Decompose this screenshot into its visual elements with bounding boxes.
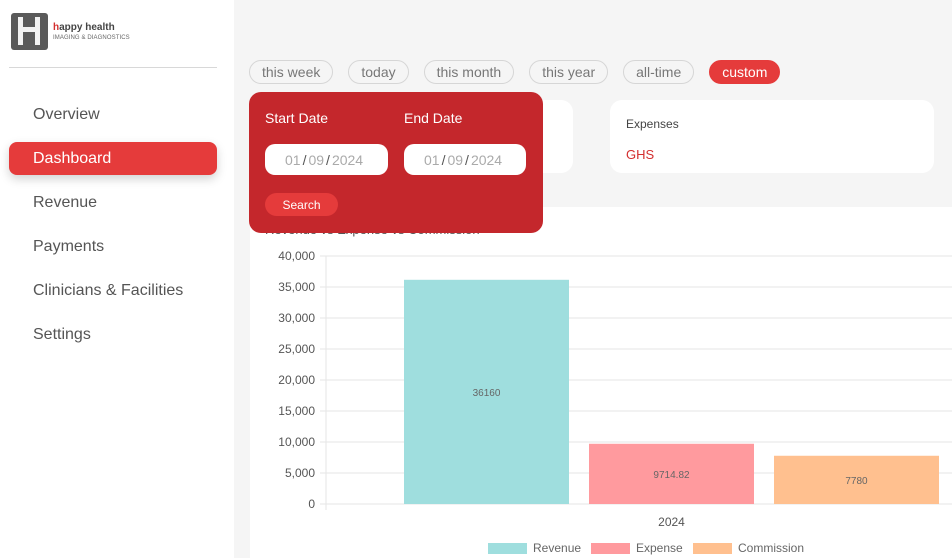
logo-mark-icon [11, 13, 48, 50]
y-tick-label: 35,000 [278, 280, 315, 294]
bar-commission [774, 455, 939, 504]
period-filter-bar: this week today this month this year all… [249, 60, 795, 84]
nav-item-dashboard[interactable]: Dashboard [9, 142, 217, 175]
nav-item-overview[interactable]: Overview [33, 105, 100, 123]
y-tick-label: 40,000 [278, 249, 315, 263]
filter-all-time[interactable]: all-time [623, 60, 695, 84]
y-tick-label: 5,000 [285, 466, 315, 480]
y-tick-label: 15,000 [278, 404, 315, 418]
custom-date-panel: Start Date End Date 01/09/2024 01/09/202… [249, 92, 543, 233]
y-tick-label: 30,000 [278, 311, 315, 325]
legend-label: Expense [636, 541, 683, 555]
legend-swatch [591, 543, 630, 554]
expenses-value: GHS [626, 147, 655, 162]
data-label-revenue: 36160 [473, 388, 501, 399]
legend-item-revenue: Revenue [488, 541, 581, 555]
y-tick-label: 25,000 [278, 342, 315, 356]
data-label-expense: 9714.82 [653, 470, 690, 481]
data-label-commission: 7780 [845, 476, 868, 487]
end-date-label: End Date [404, 110, 463, 126]
start-date-label: Start Date [265, 110, 329, 126]
legend-item-commission: Commission [693, 541, 804, 555]
brand-logo[interactable]: happy health IMAGING & DIAGNOSTICS [11, 13, 130, 50]
filter-this-year[interactable]: this year [529, 60, 609, 84]
nav-item-revenue[interactable]: Revenue [33, 193, 98, 211]
search-button[interactable]: Search [265, 193, 338, 216]
brand-name: happy health [53, 22, 115, 33]
legend-item-expense: Expense [591, 541, 683, 555]
x-tick-label: 2024 [658, 515, 685, 529]
y-tick-label: 0 [308, 497, 315, 511]
legend-swatch [488, 543, 527, 554]
sidebar: happy health IMAGING & DIAGNOSTICS Overv… [0, 0, 234, 558]
bar-chart: 0 5,000 10,000 15,000 20,000 25,000 30,000 35,0… [278, 249, 952, 555]
legend-label: Commission [738, 541, 804, 555]
sidebar-nav: Overview Dashboard Revenue Payments Clin… [9, 98, 217, 362]
brand-subtitle: IMAGING & DIAGNOSTICS [53, 35, 130, 41]
expenses-summary-card: Expenses GHS [610, 100, 934, 173]
filter-custom[interactable]: custom [709, 60, 781, 84]
y-tick-label: 10,000 [278, 435, 315, 449]
expenses-label: Expenses [626, 117, 679, 131]
sidebar-divider [9, 67, 217, 68]
filter-this-month[interactable]: this month [423, 60, 515, 84]
y-tick-label: 20,000 [278, 373, 315, 387]
nav-item-settings[interactable]: Settings [33, 325, 91, 343]
nav-item-payments[interactable]: Payments [33, 237, 105, 255]
filter-today[interactable]: today [348, 60, 409, 84]
legend-swatch [693, 543, 732, 554]
bar-expense [589, 443, 754, 504]
legend-label: Revenue [533, 541, 581, 555]
filter-this-week[interactable]: this week [249, 60, 334, 84]
bar-revenue [404, 279, 569, 504]
chart-card: Revenue vs Expense vs Commission 05,0001… [250, 207, 952, 558]
start-date-input[interactable]: 01/09/2024 [265, 144, 388, 175]
nav-item-clinicians-facilities[interactable]: Clinicians & Facilities [33, 281, 184, 299]
end-date-input[interactable]: 01/09/2024 [404, 144, 526, 175]
